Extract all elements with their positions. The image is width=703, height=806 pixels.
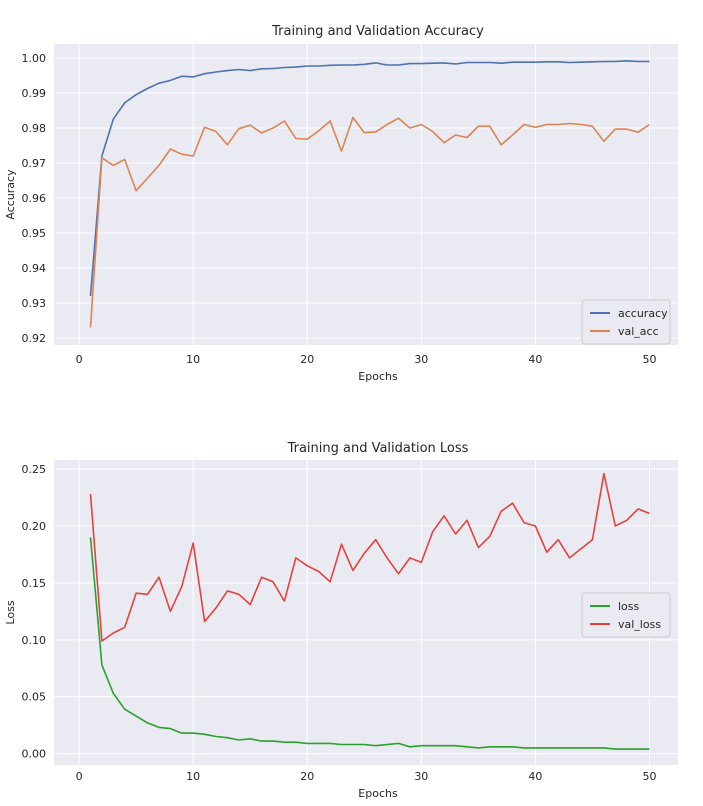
y-tick-label: 0.94 <box>22 262 47 275</box>
x-tick-label: 10 <box>186 770 200 783</box>
y-tick-label: 0.95 <box>22 227 47 240</box>
plot-area <box>54 44 678 345</box>
chart-accuracy: 0 10 20 30 40 50 0.92 0.93 0.94 0.95 0.96 0.97 0.98 0… <box>4 24 678 383</box>
x-tick-label: 0 <box>76 353 83 366</box>
y-tick-label: 0.97 <box>22 157 47 170</box>
y-tick-label: 0.96 <box>22 192 47 205</box>
x-axis-label: Epochs <box>358 787 398 800</box>
series-line-accuracy <box>89 59 650 297</box>
y-tick-label: 0.92 <box>22 332 47 345</box>
legend <box>581 592 671 638</box>
x-tick-label: 50 <box>642 353 656 366</box>
x-tick-label: 40 <box>528 770 542 783</box>
plot-area <box>54 460 678 765</box>
series-line-val-loss <box>89 472 650 642</box>
legend-label: accuracy <box>618 307 668 320</box>
chart-loss: 0 10 20 30 40 50 0.00 0.05 0.10 0.15 0.20 0.25 Train… <box>4 441 678 800</box>
chart-title: Training and Validation Loss <box>287 441 469 456</box>
x-tick-label: 10 <box>186 353 200 366</box>
x-tick-label: 50 <box>642 770 656 783</box>
y-tick-label: 0.10 <box>22 634 47 647</box>
x-tick-label: 30 <box>414 770 428 783</box>
x-tick-label: 20 <box>300 353 314 366</box>
y-tick-label: 0.05 <box>22 691 47 704</box>
y-tick-label: 0.25 <box>22 463 47 476</box>
x-tick-label: 30 <box>414 353 428 366</box>
x-tick-label: 40 <box>528 353 542 366</box>
y-tick-label: 0.99 <box>22 87 47 100</box>
y-axis-label: Loss <box>4 600 17 624</box>
legend-label: val_loss <box>618 618 661 631</box>
x-tick-label: 20 <box>300 770 314 783</box>
legend-label: val_acc <box>618 325 659 338</box>
y-axis-label: Accuracy <box>4 169 17 220</box>
y-tick-label: 0.00 <box>22 748 47 761</box>
y-tick-label: 0.93 <box>22 297 47 310</box>
chart-title: Training and Validation Accuracy <box>271 24 484 39</box>
y-tick-label: 0.15 <box>22 577 47 590</box>
series-line-val-acc <box>89 116 650 328</box>
legend <box>581 299 671 345</box>
x-axis-label: Epochs <box>358 370 398 383</box>
y-tick-label: 0.20 <box>22 520 47 533</box>
x-tick-label: 0 <box>76 770 83 783</box>
y-tick-label: 0.98 <box>22 122 47 135</box>
series-line-loss <box>89 537 650 750</box>
legend-label: loss <box>618 600 640 613</box>
y-tick-label: 1.00 <box>22 52 47 65</box>
